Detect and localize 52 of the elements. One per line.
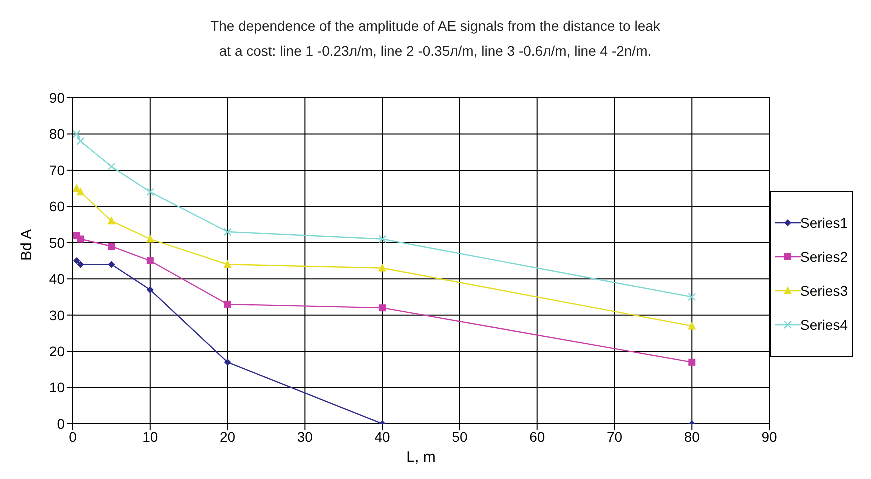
legend-label: Series1 [800,214,848,233]
x-tick-label: 30 [297,428,314,445]
point [77,236,84,243]
point [76,137,85,146]
x-tick-label: 60 [530,428,546,445]
point [224,228,232,236]
point [108,216,116,225]
x-tick-label: 20 [220,428,236,445]
y-tick-label: 80 [49,126,66,142]
point [108,243,116,250]
chart-title: The dependence of the amplitude of AE signals from the distance to leak [210,17,662,36]
point [224,300,232,308]
point [378,235,387,244]
x-tick-label: 10 [142,428,158,445]
point [146,234,154,243]
x-tick-label: 0 [69,428,78,445]
x-tick-label: 70 [606,428,623,445]
y-tick-label: 70 [49,162,66,178]
y-tick-label: 40 [49,271,66,288]
point [688,322,696,330]
y-tick-label: 60 [49,198,66,215]
x-tick-label: 50 [452,428,468,445]
point [224,358,232,366]
y-tick-label: 0 [57,416,66,432]
x-tick-label: 80 [684,428,700,445]
point [77,261,84,268]
point [146,188,154,196]
point [224,260,232,268]
point [146,258,154,264]
point [108,261,116,268]
point [146,286,154,294]
legend-label: Series2 [800,248,848,267]
x-tick-label: 40 [374,428,391,445]
y-tick-label: 90 [49,90,66,106]
point [378,264,387,272]
y-tick-label: 50 [49,234,66,251]
point [688,293,696,302]
y-tick-label: 20 [49,344,66,360]
point [73,130,81,138]
point [76,188,85,196]
y-axis-title: Bd A [18,229,36,261]
legend-label: Series4 [800,316,848,335]
y-tick-label: 10 [49,380,66,396]
legend-label: Series3 [800,282,848,301]
point [688,358,696,366]
x-tick-label: 90 [762,428,778,445]
chart-subtitle: at a cost: line 1 -0.23л/m, line 2 -0.35л/m, line 3 -0.6л/m, line 4 -2n/m. [218,42,653,61]
point [108,162,116,171]
point [73,258,80,264]
x-axis-title: L, m [406,449,436,466]
y-tick-label: 30 [49,307,66,324]
point [379,304,386,312]
